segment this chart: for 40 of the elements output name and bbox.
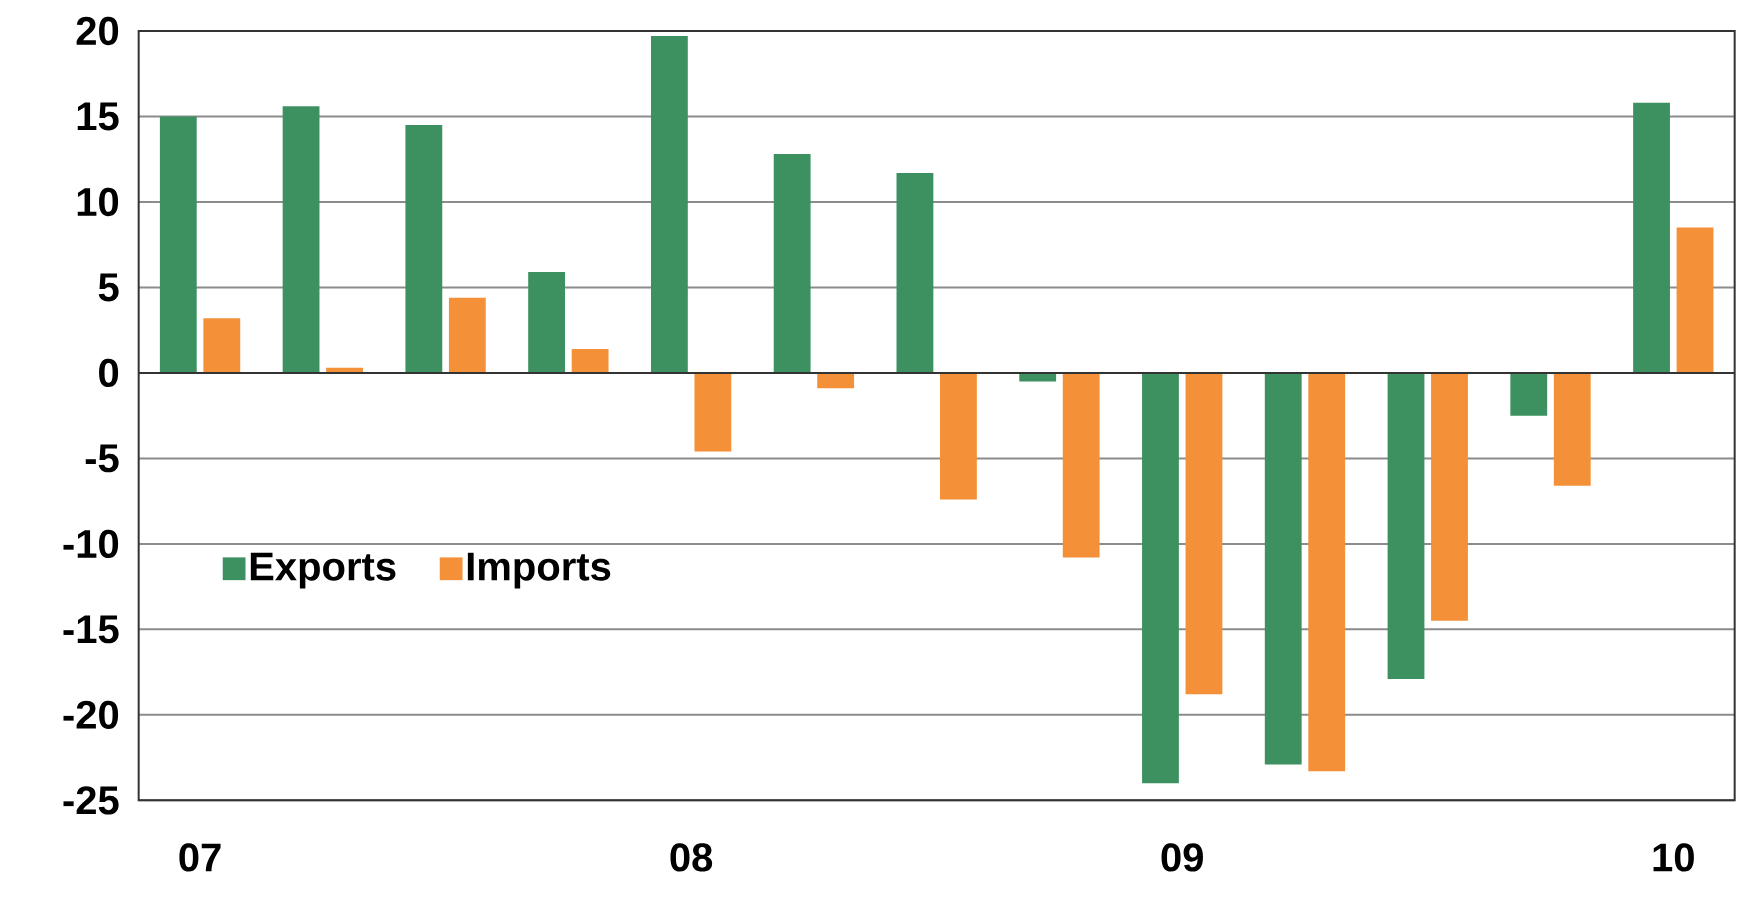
bar	[571, 348, 609, 373]
bar	[1387, 372, 1425, 679]
bar	[159, 116, 197, 373]
bar	[282, 106, 320, 373]
bar	[650, 36, 688, 373]
bar	[1676, 227, 1714, 373]
y-tick-label: 20	[76, 16, 119, 46]
y-tick-label: -10	[63, 529, 119, 559]
bar	[203, 318, 241, 373]
y-tick-label: 0	[99, 358, 119, 388]
bar	[448, 297, 486, 373]
x-tick-label: 09	[1161, 843, 1203, 872]
legend-label: Imports	[467, 552, 611, 589]
bar	[817, 372, 855, 389]
bar	[940, 372, 977, 500]
y-tick-label: 15	[77, 102, 119, 131]
y-tick-label: 10	[77, 187, 119, 217]
legend-label: Exports	[250, 552, 396, 589]
y-tick-label: -15	[63, 615, 119, 644]
bar	[1510, 372, 1548, 416]
bar	[528, 272, 566, 373]
bar	[1185, 372, 1223, 695]
bar	[405, 125, 443, 373]
bar	[1062, 372, 1100, 558]
x-tick-label: 08	[670, 843, 713, 872]
x-tick-label: 10	[1653, 843, 1694, 872]
bar	[1553, 372, 1591, 486]
bar	[1142, 372, 1179, 784]
bar	[694, 372, 732, 452]
x-tick-label: 07	[179, 843, 221, 872]
y-tick-label: -25	[63, 786, 119, 815]
y-tick-label: -5	[85, 444, 119, 473]
bar	[1633, 102, 1670, 373]
bar	[1431, 372, 1468, 621]
bar	[1264, 372, 1302, 765]
bar	[773, 154, 811, 373]
y-tick-label: 5	[98, 273, 119, 302]
bar	[896, 172, 934, 373]
bar	[1308, 372, 1346, 772]
y-tick-label: -20	[63, 700, 119, 730]
